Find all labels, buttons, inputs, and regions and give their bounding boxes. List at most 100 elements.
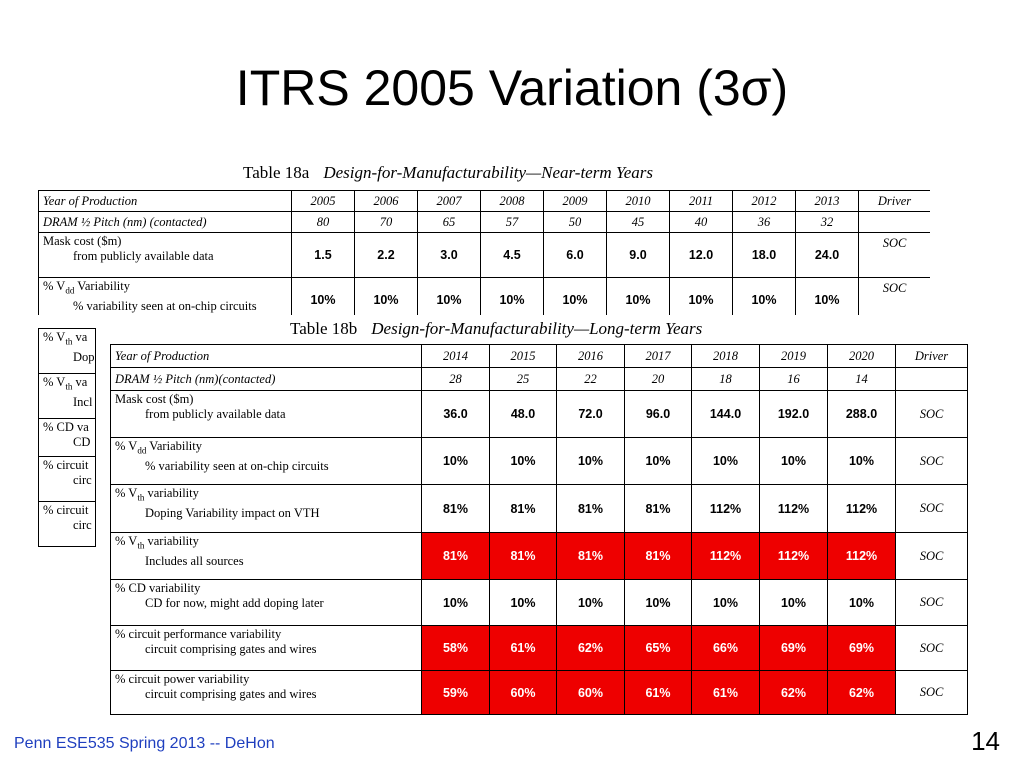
driver-cell: SOC (895, 625, 968, 671)
pitch-cell: 80 (291, 211, 355, 233)
row-label-line1: Mask cost ($m) (43, 234, 122, 248)
value-cell: 62% (556, 625, 625, 671)
value-cell: 18.0 (732, 232, 796, 278)
value-cell: 9.0 (606, 232, 670, 278)
row-label: % Vdd Variability % variability seen at o… (38, 277, 292, 315)
row-label-line2: % variability seen at on-chip circuits (145, 458, 329, 473)
pitch-cell: 18 (691, 367, 760, 391)
row-label-line1: % Vdd Variability (115, 439, 203, 456)
table-a-caption-title: Design-for-Manufacturability—Near-term Y… (323, 163, 654, 182)
row-label-line2: circ (73, 473, 92, 487)
row-label-line2: CD (73, 435, 91, 449)
driver-cell: SOC (895, 484, 968, 533)
row-label-line1: % circuit performance variability (115, 627, 282, 641)
value-cell: 10% (417, 277, 481, 315)
value-cell: 61% (489, 625, 557, 671)
table-row: % CD va CD (38, 418, 96, 457)
value-cell: 58% (421, 625, 490, 671)
value-cell: 81% (489, 532, 557, 580)
row-label-line1: % circuit (43, 458, 89, 472)
year-cell: 2010 (606, 190, 670, 212)
row-label-line2: circuit comprising gates and wires (145, 642, 317, 656)
value-cell: 112% (827, 484, 896, 533)
row-label: % Vdd Variability % variability seen at o… (110, 437, 422, 485)
header-label: Year of Production (38, 190, 292, 212)
driver-cell: SOC (895, 670, 968, 715)
value-cell: 60% (556, 670, 625, 715)
value-cell: 10% (691, 579, 760, 626)
row-label-line1: % Vth va (43, 375, 88, 392)
driver-cell: SOC (858, 277, 930, 315)
footer-text: Penn ESE535 Spring 2013 -- DeHon (14, 735, 275, 752)
row-label: % CD variability CD for now, might add do… (110, 579, 422, 626)
value-cell: 65% (624, 625, 692, 671)
table-row: Mask cost ($m) from publicly available da… (110, 390, 968, 438)
driver-cell: SOC (895, 532, 968, 580)
header-label: Year of Production (110, 344, 422, 368)
driver-empty (858, 211, 930, 233)
value-cell: 112% (759, 484, 828, 533)
value-cell: 24.0 (795, 232, 859, 278)
table-row: % circuit performance variability circuit… (110, 625, 968, 671)
pitch-cell: 25 (489, 367, 557, 391)
value-cell: 66% (691, 625, 760, 671)
year-cell: 2018 (691, 344, 760, 368)
pitch-cell: 22 (556, 367, 625, 391)
year-cell: 2017 (624, 344, 692, 368)
pitch-cell: 14 (827, 367, 896, 391)
table-a-caption: Table 18a Design-for-Manufacturability—Ne… (243, 163, 653, 183)
year-cell: 2008 (480, 190, 544, 212)
value-cell: 10% (489, 437, 557, 485)
value-cell: 10% (669, 277, 733, 315)
driver-cell: SOC (895, 579, 968, 626)
value-cell: 81% (421, 532, 490, 580)
row-label-line2: from publicly available data (145, 407, 286, 421)
pitch-cell: 32 (795, 211, 859, 233)
value-cell: 10% (556, 437, 625, 485)
table-row: % Vth variability Doping Variability impa… (110, 484, 968, 533)
table-row: % circuit circ (38, 501, 96, 547)
table-row: % Vth va Incl (38, 373, 96, 419)
pitch-row: DRAM ½ Pitch (nm)(contacted) 28 25 22 20 18 16… (110, 367, 968, 391)
value-cell: 2.2 (354, 232, 418, 278)
subscript: dd (137, 445, 147, 456)
year-cell: 2014 (421, 344, 490, 368)
value-cell: 12.0 (669, 232, 733, 278)
table-row: % Vdd Variability % variability seen at o… (38, 277, 930, 315)
subscript: th (65, 381, 73, 392)
slide-title: ITRS 2005 Variation (3σ) (235, 60, 789, 116)
row-label: Mask cost ($m) from publicly available da… (38, 232, 292, 278)
row-label: % circuit performance variability circuit… (110, 625, 422, 671)
year-cell: 2007 (417, 190, 481, 212)
value-cell: 10% (291, 277, 355, 315)
row-label: % CD va CD (38, 418, 96, 457)
row-label-line1: % Vth variability (115, 534, 199, 551)
driver-cell: SOC (895, 390, 968, 438)
subscript: th (65, 336, 73, 347)
value-cell: 1.5 (291, 232, 355, 278)
value-cell: 62% (759, 670, 828, 715)
value-cell: 69% (827, 625, 896, 671)
pitch-cell: 45 (606, 211, 670, 233)
value-cell: 10% (827, 437, 896, 485)
pitch-cell: 20 (624, 367, 692, 391)
value-cell: 4.5 (480, 232, 544, 278)
value-cell: 112% (691, 532, 760, 580)
row-label-line1: Mask cost ($m) (115, 392, 194, 406)
row-label: % Vth va Dop (38, 328, 96, 374)
value-cell: 81% (624, 484, 692, 533)
row-label: Mask cost ($m) from publicly available da… (110, 390, 422, 438)
year-cell: 2019 (759, 344, 828, 368)
row-label-line1: % Vth va (43, 330, 88, 347)
value-cell: 62% (827, 670, 896, 715)
table-a: Year of Production 2005 2006 2007 2008 2009 20… (38, 190, 930, 315)
pitch-label: DRAM ½ Pitch (nm)(contacted) (110, 367, 422, 391)
year-cell: 2009 (543, 190, 607, 212)
year-cell: 2015 (489, 344, 557, 368)
value-cell: 81% (489, 484, 557, 533)
value-cell: 10% (624, 579, 692, 626)
row-label-line2: Includes all sources (145, 553, 244, 568)
table-a-caption-name: Table 18a (243, 163, 310, 182)
value-cell: 10% (480, 277, 544, 315)
row-label-line1: % Vdd Variability (43, 279, 131, 296)
